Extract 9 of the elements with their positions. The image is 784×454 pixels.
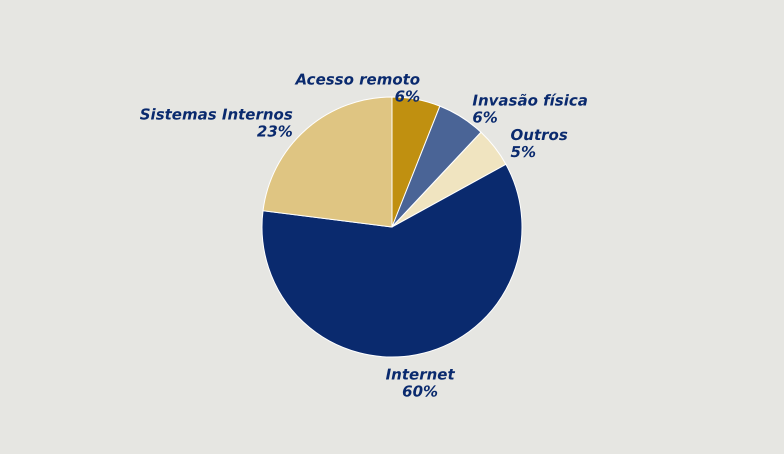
slice-label: Acesso remoto <box>294 70 420 89</box>
data-label: 5% <box>510 143 536 162</box>
data-label: 60% <box>402 382 438 400</box>
slice-label: Invasão física <box>472 91 588 110</box>
data-label: 23% <box>256 122 293 140</box>
slice-label: Outros <box>510 126 568 144</box>
data-label: 6% <box>472 108 498 126</box>
slice-label: Sistemas Internos <box>140 105 293 124</box>
slice-label: Internet <box>386 365 456 384</box>
